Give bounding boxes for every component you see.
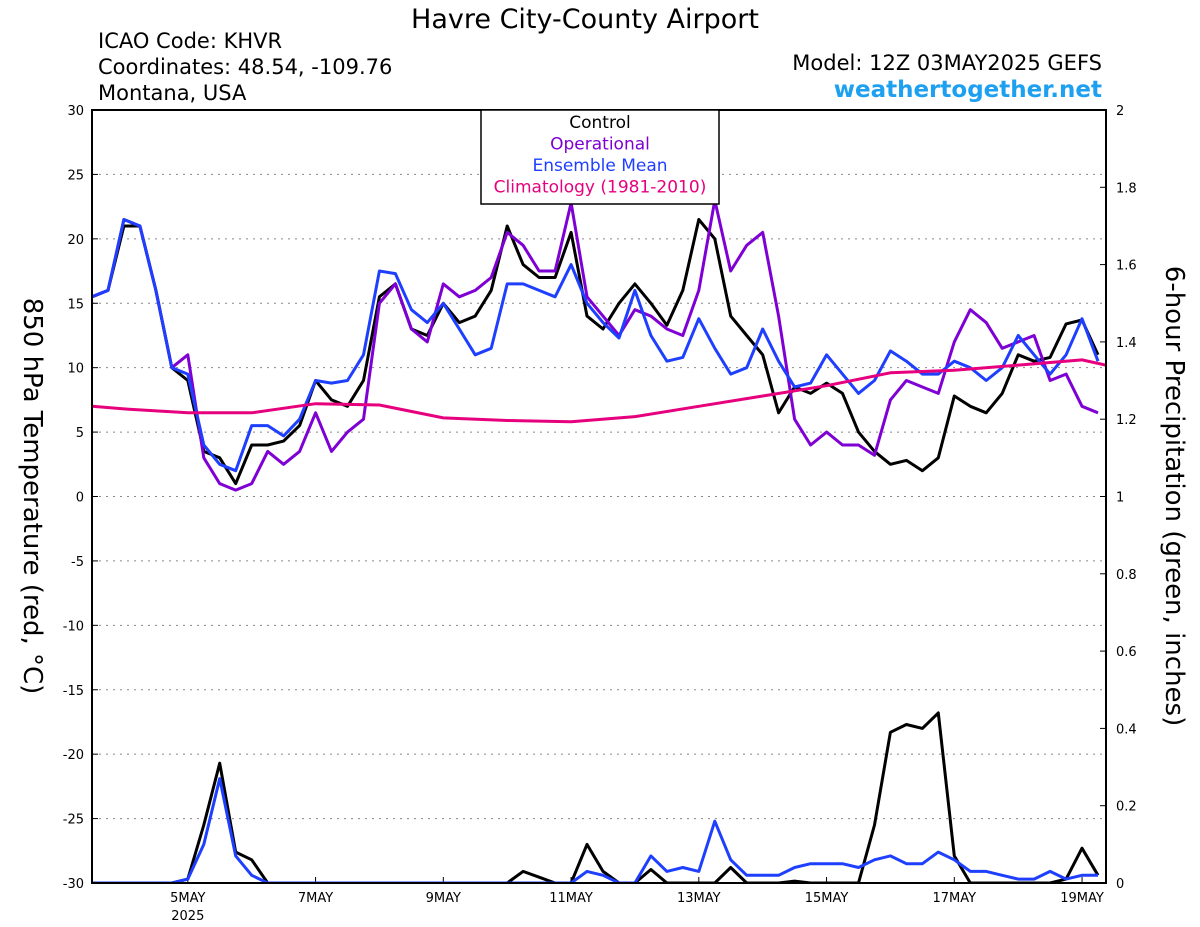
y2-tick-label: 0.6 [1116, 645, 1137, 660]
model-text: Model: 12Z 03MAY2025 GEFS [792, 51, 1102, 75]
temperature-line [92, 358, 1106, 424]
precip-line [92, 711, 1100, 883]
y-tick-label: 30 [67, 104, 84, 119]
x-tick-label: 7MAY [298, 891, 333, 906]
legend-box [480, 109, 720, 205]
y-tick-label: -20 [63, 748, 84, 763]
temperature-line [92, 218, 1100, 486]
y-tick-label: 25 [67, 168, 84, 183]
y-tick-label: 10 [67, 362, 84, 377]
x-tick-label: 11MAY [549, 891, 593, 906]
y2-tick-label: 0 [1116, 877, 1124, 892]
y-tick-label: 15 [67, 297, 84, 312]
precip-line [92, 777, 1098, 883]
y2-tick-label: 1.2 [1116, 413, 1137, 428]
legend-label: Ensemble Mean [532, 156, 667, 176]
temperature-line [92, 198, 1099, 492]
y-tick-label: 0 [76, 491, 84, 506]
y-tick-label: 20 [67, 233, 84, 248]
x-tick-label: 9MAY [426, 891, 461, 906]
y-tick-label: -5 [71, 555, 84, 570]
y2-tick-label: 0.4 [1116, 722, 1137, 737]
site-text: weathertogether.net [834, 77, 1102, 103]
y-axis-label: 850 hPa Temperature (red, °C) [17, 298, 47, 695]
y-tick-label: 5 [76, 426, 84, 441]
y2-tick-label: 1 [1116, 491, 1124, 506]
y2-tick-label: 1.6 [1116, 259, 1137, 274]
chart-title: Havre City-County Airport [411, 4, 759, 35]
x-tick-label: 17MAY [933, 891, 977, 906]
x-tick-label: 19MAY [1060, 891, 1104, 906]
info-text: Montana, USA [98, 81, 247, 105]
y2-tick-label: 1.4 [1116, 336, 1137, 351]
temperature-line [92, 218, 1100, 473]
y2-tick-label: 2 [1116, 104, 1124, 119]
legend-label: Operational [550, 135, 650, 155]
legend-label: Climatology (1981-2010) [494, 178, 707, 198]
y-tick-label: -30 [63, 877, 84, 892]
x-tick-label: 15MAY [805, 891, 849, 906]
info-text: Coordinates: 48.54, -109.76 [98, 55, 392, 79]
y2-tick-label: 0.2 [1116, 800, 1137, 815]
y2-tick-label: 1.8 [1116, 181, 1137, 196]
y2-tick-label: 0.8 [1116, 568, 1137, 583]
y-tick-label: -10 [63, 619, 84, 634]
legend-label: Control [569, 113, 630, 133]
info-text: ICAO Code: KHVR [98, 29, 282, 53]
y-tick-label: -15 [63, 684, 84, 699]
y2-axis-label: 6-hour Precipitation (green, inches) [1159, 266, 1189, 726]
x-year-label: 2025 [171, 909, 204, 924]
x-tick-label: 5MAY [170, 891, 205, 906]
y-tick-label: -25 [63, 813, 84, 828]
x-tick-label: 13MAY [677, 891, 721, 906]
